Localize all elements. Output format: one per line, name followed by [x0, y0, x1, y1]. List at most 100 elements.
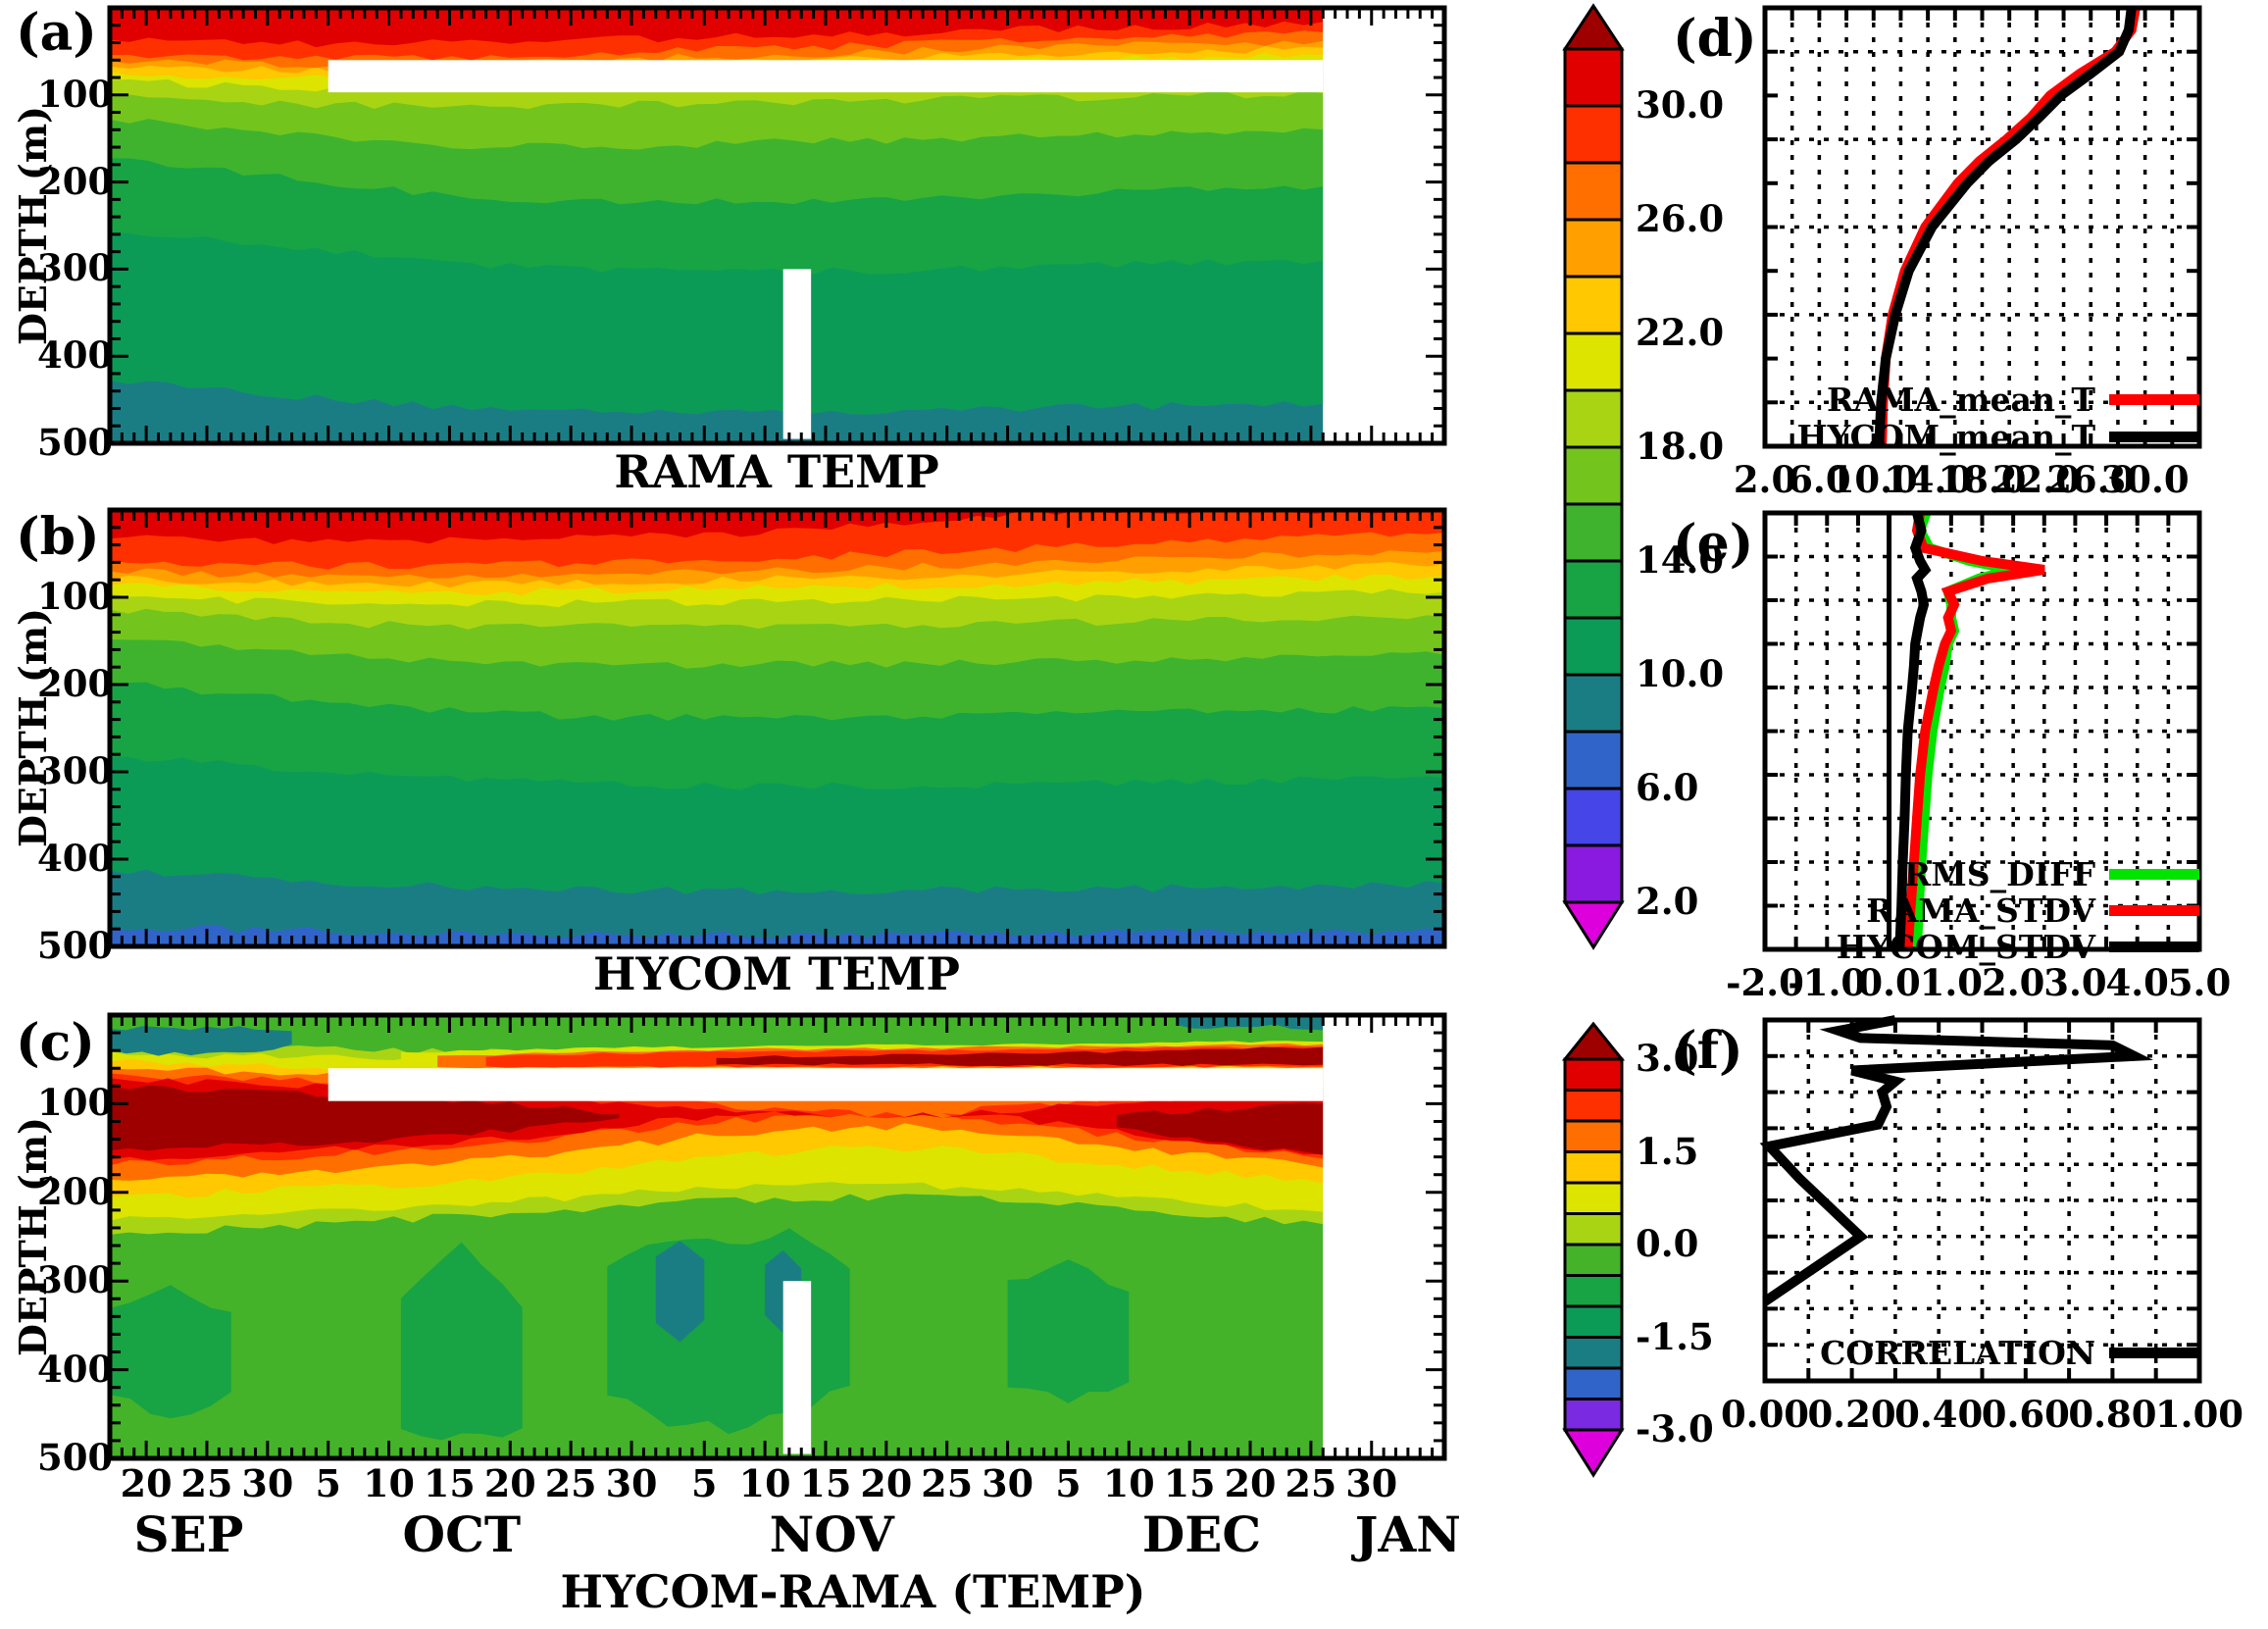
panel-e-x-tick-label: 4.0 — [2105, 961, 2169, 1004]
legend-label: CORRELATION — [1820, 1334, 2095, 1372]
panel-e-x-tick-label: 0.0 — [1857, 961, 1921, 1004]
panel-f-x-tick-label: 0.20 — [1807, 1393, 1896, 1436]
panel-e-x-tick-label: 5.0 — [2167, 961, 2232, 1004]
day-tick-label: 30 — [1345, 1461, 1398, 1505]
panel-d-x-tick-label: 6.0 — [1788, 458, 1851, 501]
month-label-dec: DEC — [1141, 1505, 1262, 1563]
panel-d-x-tick-label: 30.0 — [2100, 458, 2190, 501]
month-label-jan: JAN — [1354, 1505, 1461, 1563]
month-label-nov: NOV — [769, 1505, 894, 1563]
temp-colorbar-tick-label: 22.0 — [1636, 311, 1725, 354]
day-tick-label: 20 — [860, 1461, 913, 1505]
legend-row-rama_mean_t: RAMA_mean_T — [1827, 381, 2199, 419]
panel-d-letter: (d) — [1673, 9, 1757, 69]
temp-colorbar-tick-label: 2.0 — [1636, 880, 1699, 923]
depth-tick-label-c: 100 — [37, 1081, 114, 1125]
depth-tick-label-c: 300 — [37, 1258, 114, 1302]
day-tick-label: 30 — [605, 1461, 658, 1505]
diff-colorbar-tick-label: 3.0 — [1636, 1037, 1699, 1080]
day-tick-label: 10 — [738, 1461, 791, 1505]
legend-line-swatch — [2109, 942, 2199, 952]
panel-c-letter: (c) — [16, 1013, 95, 1073]
depth-tick-label-b: 300 — [37, 749, 114, 792]
temp-colorbar-tick-label: 18.0 — [1636, 425, 1725, 468]
panel-e-x-tick-label: 2.0 — [1981, 961, 2045, 1004]
legend-label: RAMA_mean_T — [1826, 381, 2095, 419]
panel-f-x-tick-label: 0.00 — [1720, 1393, 1810, 1436]
temp-colorbar-tick-label: 14.0 — [1636, 538, 1725, 582]
day-tick-label: 15 — [1163, 1461, 1216, 1505]
day-tick-label: 25 — [180, 1461, 233, 1505]
depth-tick-label-c: 200 — [37, 1169, 114, 1213]
legend-label: RMS_DIFF — [1903, 855, 2095, 893]
panel-d-x-tick-label: 14.0 — [1884, 458, 1973, 501]
month-label-sep: SEP — [133, 1505, 244, 1563]
depth-tick-label-c: 400 — [37, 1347, 114, 1391]
day-tick-label: 5 — [1055, 1461, 1082, 1505]
depth-tick-label-b: 400 — [37, 837, 114, 880]
day-tick-label: 20 — [483, 1461, 536, 1505]
day-tick-label: 20 — [120, 1461, 173, 1505]
legend-row-hycom_stdv: HYCOM_STDV — [1837, 928, 2199, 966]
depth-tick-label-b: 200 — [37, 662, 114, 705]
panel-c-caption: HYCOM-RAMA (TEMP) — [560, 1565, 1146, 1618]
temp-colorbar-tick-label: 26.0 — [1636, 197, 1725, 240]
day-tick-label: 25 — [544, 1461, 597, 1505]
legend-line-swatch — [2109, 1348, 2199, 1358]
day-tick-label: 30 — [241, 1461, 294, 1505]
panel-b-letter: (b) — [16, 507, 100, 567]
panel-e-x-tick-label: -1.0 — [1788, 961, 1867, 1004]
panel-b-caption: HYCOM TEMP — [593, 947, 960, 1000]
day-tick-label: 15 — [799, 1461, 852, 1505]
legend-row-rms_diff: RMS_DIFF — [1904, 855, 2199, 893]
legend-row-correlation: CORRELATION — [1820, 1334, 2199, 1372]
panel-e-x-tick-label: -2.0 — [1726, 961, 1804, 1004]
day-tick-label: 10 — [363, 1461, 416, 1505]
diff-colorbar-tick-label: 0.0 — [1636, 1222, 1699, 1265]
panel-d-x-tick-label: 10.0 — [1829, 458, 1918, 501]
panel-d-x-tick-label: 22.0 — [1991, 458, 2081, 501]
depth-tick-label-b: 500 — [37, 924, 114, 967]
day-tick-label: 5 — [315, 1461, 341, 1505]
temp-colorbar-tick-label: 10.0 — [1636, 652, 1725, 695]
legend-row-rama_stdv: RAMA_STDV — [1866, 891, 2199, 930]
day-tick-label: 15 — [423, 1461, 476, 1505]
diff-colorbar-tick-label: -1.5 — [1636, 1314, 1714, 1358]
panel-d-x-tick-label: 26.0 — [2046, 458, 2136, 501]
depth-tick-label-a: 500 — [37, 421, 114, 464]
day-tick-label: 20 — [1224, 1461, 1277, 1505]
legend-line-swatch — [2109, 394, 2199, 405]
panel-a-caption: RAMA TEMP — [614, 445, 939, 498]
day-tick-label: 10 — [1102, 1461, 1155, 1505]
diff-colorbar-tick-label: -3.0 — [1636, 1407, 1714, 1451]
panel-e-x-tick-label: 3.0 — [2043, 961, 2107, 1004]
panel-f-x-tick-label: 0.80 — [2068, 1393, 2157, 1436]
month-label-oct: OCT — [402, 1505, 522, 1563]
legend-label: RAMA_STDV — [1866, 891, 2095, 930]
panel-f-x-tick-label: 0.40 — [1894, 1393, 1984, 1436]
legend-line-swatch — [2109, 869, 2199, 880]
depth-tick-label-a: 400 — [37, 333, 114, 378]
depth-tick-label-a: 200 — [37, 159, 114, 203]
panel-f-letter: (f) — [1673, 1021, 1743, 1081]
legend-row-hycom_mean_t: HYCOM_mean_T — [1796, 418, 2199, 456]
depth-tick-label-a: 300 — [37, 246, 114, 290]
depth-tick-label-c: 500 — [37, 1436, 114, 1479]
legend-label: HYCOM_mean_T — [1796, 418, 2095, 456]
depth-tick-label-b: 100 — [37, 575, 114, 618]
day-tick-label: 30 — [982, 1461, 1034, 1505]
diff-colorbar-tick-label: 1.5 — [1636, 1129, 1699, 1173]
panel-e-x-tick-label: 1.0 — [1919, 961, 1984, 1004]
panel-f-x-tick-label: 0.60 — [1981, 1393, 2070, 1436]
panel-f-x-tick-label: 1.00 — [2154, 1393, 2244, 1436]
depth-tick-label-a: 100 — [37, 72, 114, 116]
legend-label: HYCOM_STDV — [1836, 928, 2095, 966]
day-tick-label: 25 — [1285, 1461, 1337, 1505]
panel-e-letter: (e) — [1673, 514, 1754, 574]
panel-a-letter: (a) — [16, 3, 97, 63]
legend-line-swatch — [2109, 432, 2199, 442]
temp-colorbar-tick-label: 6.0 — [1636, 766, 1699, 809]
legend-line-swatch — [2109, 905, 2199, 916]
day-tick-label: 5 — [691, 1461, 718, 1505]
